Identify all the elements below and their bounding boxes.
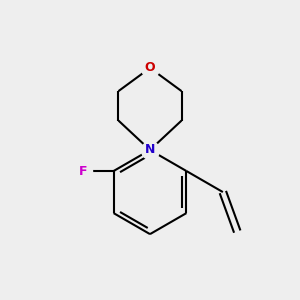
Text: F: F [79,164,88,178]
Text: N: N [145,143,155,157]
Text: O: O [145,61,155,74]
